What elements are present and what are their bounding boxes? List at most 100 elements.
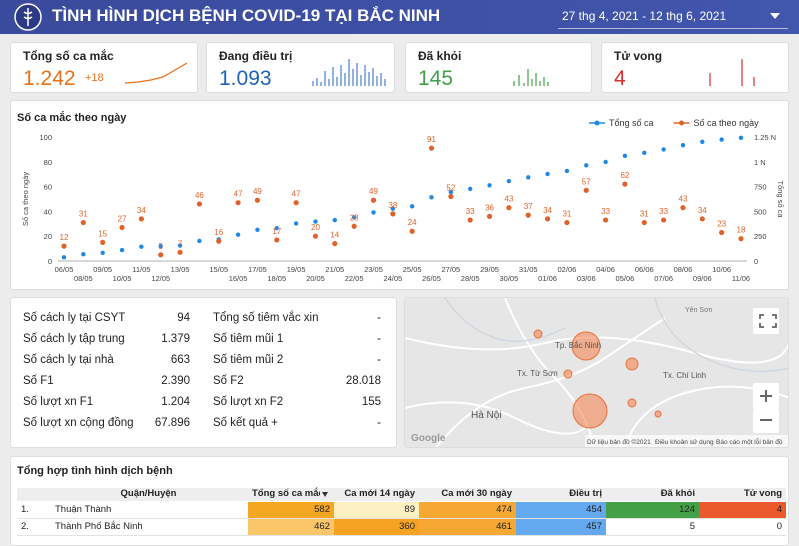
data-point (293, 200, 299, 206)
x-tick-label: 21/05 (325, 265, 344, 274)
kpi-label: Tử vong (614, 49, 663, 63)
table-cell: 474 (419, 502, 516, 518)
data-label: 14 (330, 231, 339, 240)
kpi-value: 1.242 (23, 67, 76, 90)
y-axis-title: Số ca theo ngày (21, 172, 30, 226)
x-tick-label: 03/06 (577, 274, 596, 283)
data-point (313, 219, 318, 224)
data-point (371, 210, 376, 215)
data-label: 7 (178, 239, 183, 248)
table-card: Tổng hợp tình hình dịch bệnh Quận/Huyện T… (10, 456, 789, 546)
data-point (390, 211, 396, 217)
y2-tick-label: 250 (754, 232, 767, 241)
table-cell: 582 (248, 502, 334, 518)
y-tick-label: 60 (44, 183, 52, 192)
data-point (622, 181, 628, 187)
data-point (254, 197, 261, 203)
kpi-card: Đang điều trị 1.093 (206, 42, 395, 93)
y2-tick-label: 1.25 N (754, 133, 776, 142)
stat-label: Số F1 (23, 375, 54, 387)
data-point (293, 221, 299, 226)
data-point (409, 228, 415, 234)
y2-axis-title: Tổng số ca (776, 180, 785, 218)
data-label: 47 (292, 190, 301, 199)
stat-value: 1.204 (161, 396, 190, 408)
map-label: Tx. Từ Sơn (517, 369, 558, 378)
data-label: 34 (137, 206, 146, 215)
stat-value: 663 (170, 354, 190, 366)
stat-value: 2.390 (161, 375, 190, 387)
data-label: 91 (427, 135, 436, 144)
data-point (100, 250, 105, 255)
data-point (583, 187, 589, 193)
attribution-bar (585, 435, 788, 447)
data-label: 23 (717, 219, 726, 228)
data-point (622, 153, 628, 159)
data-label: 46 (195, 191, 204, 200)
stat-label: Số tiêm mũi 1 (213, 333, 284, 345)
x-tick-label: 13/05 (171, 265, 190, 274)
data-point (61, 255, 67, 260)
x-tick-label: 02/06 (558, 265, 577, 274)
sparkline (709, 59, 755, 86)
stat-label: Số cách ly tại nhà (23, 354, 114, 366)
data-label: 62 (620, 171, 629, 180)
column-header: Quận/Huyện (120, 488, 177, 499)
map-rivers (444, 298, 788, 373)
map-label: Tp. Bắc Ninh (555, 341, 601, 350)
y-tick-label: 0 (48, 257, 52, 266)
x-tick-label: 30/05 (499, 274, 518, 283)
y-tick-label: 100 (39, 133, 52, 142)
legend-dot (594, 120, 600, 126)
data-label: 12 (60, 233, 69, 242)
data-label: 34 (543, 206, 552, 215)
district-name: Thuận Thành (55, 504, 112, 515)
x-tick-label: 16/05 (229, 274, 248, 283)
stat-label: Số lượt xn F1 (23, 396, 94, 408)
map-attribution[interactable]: Báo cáo một lỗi bản đồ (716, 437, 783, 446)
data-point (719, 137, 724, 142)
data-label: 33 (466, 207, 475, 216)
map-attribution[interactable]: Điều khoản sử dụng (655, 437, 714, 446)
data-point (428, 145, 435, 151)
x-tick-label: 01/06 (538, 274, 557, 283)
map-card: Tp. Bắc Ninh Tx. Từ Sơn Hà Nội Tx. Chí L… (404, 297, 789, 448)
x-tick-label: 29/05 (480, 265, 499, 274)
data-label: 15 (98, 229, 107, 238)
data-point (216, 238, 222, 244)
data-point (738, 135, 744, 140)
date-range[interactable]: 27 thg 4, 2021 - 12 thg 6, 2021 (562, 9, 727, 23)
data-label: 49 (369, 187, 378, 196)
district-name: Thành Phố Bắc Ninh (55, 521, 143, 532)
kpi-value: 145 (418, 67, 454, 90)
stat-value: - (377, 333, 381, 345)
map-label: Yên Sơn (685, 307, 713, 314)
zoom-out-button[interactable] (753, 409, 779, 433)
y-tick-label: 20 (44, 232, 52, 241)
table-cell: 4 (699, 502, 786, 518)
dropdown-arrow (770, 13, 780, 19)
data-point (699, 216, 705, 222)
data-label: 43 (504, 195, 513, 204)
sparkline (312, 59, 386, 86)
date-picker[interactable]: 27 thg 4, 2021 - 12 thg 6, 2021 (558, 4, 788, 29)
legend-label: Số ca theo ngày (694, 118, 760, 128)
x-tick-label: 24/05 (383, 274, 402, 283)
table-cell: 124 (606, 502, 699, 518)
zoom-in-button[interactable] (753, 383, 779, 409)
x-tick-label: 09/06 (693, 274, 712, 283)
y-tick-label: 40 (44, 207, 52, 216)
data-label: 17 (272, 227, 281, 236)
data-point (544, 216, 551, 222)
data-point (642, 150, 647, 155)
table-cell: 360 (334, 519, 419, 535)
kpi-value: 4 (614, 67, 626, 90)
kpi-card: Tử vong 4 (601, 42, 789, 93)
x-tick-label: 06/05 (55, 265, 74, 274)
data-point (700, 139, 705, 145)
x-tick-label: 07/06 (654, 274, 673, 283)
data-point (545, 171, 550, 177)
data-point (564, 219, 570, 226)
fullscreen-button[interactable] (753, 308, 779, 334)
